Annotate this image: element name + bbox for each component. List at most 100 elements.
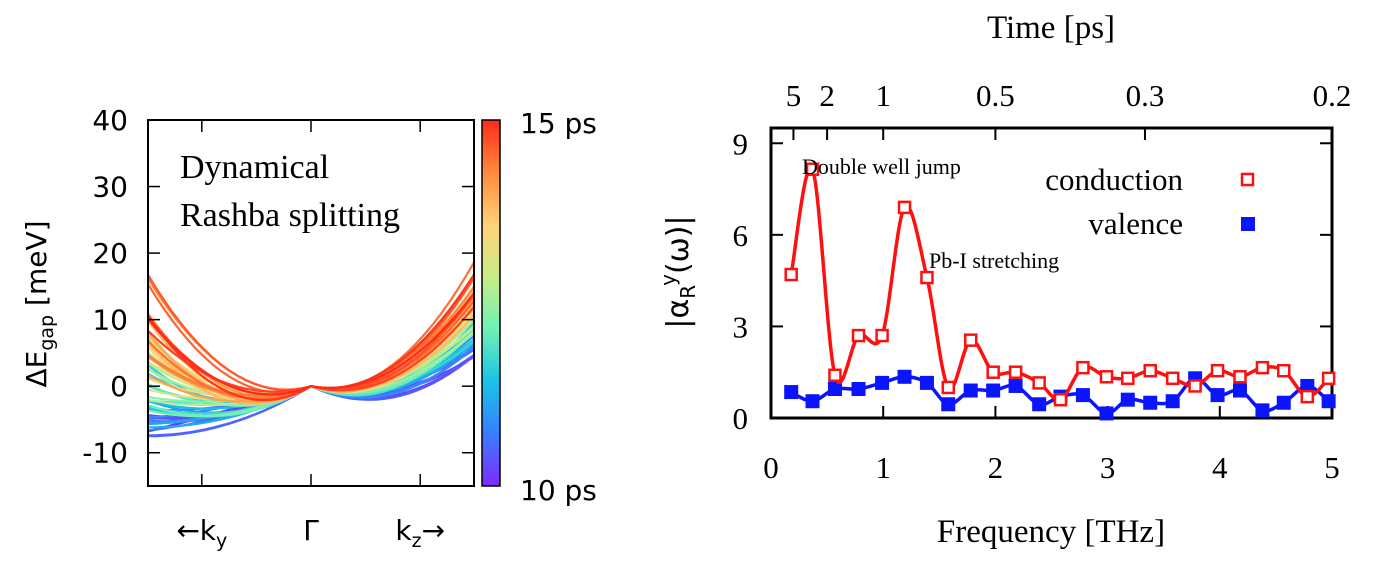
conduction-point — [1076, 360, 1090, 375]
right-y-axis-label: |αRy(ω)| — [656, 215, 700, 328]
conduction-point — [851, 328, 866, 343]
legend-marker-valence — [1241, 217, 1255, 231]
left-y-tick-label: 0 — [110, 370, 128, 403]
conduction-point — [986, 365, 1000, 379]
valence-point — [919, 375, 934, 390]
valence-point — [875, 375, 890, 390]
valence-point — [963, 383, 978, 398]
legend-marker-conduction — [1240, 172, 1255, 187]
x-tick-label: 4 — [1212, 450, 1228, 485]
left-y-tick-label: 30 — [92, 171, 128, 204]
left-y-ticks: -10 0 10 20 30 40 — [82, 104, 474, 470]
y-tick-label: 3 — [733, 309, 749, 344]
conduction-point — [1210, 363, 1225, 378]
conduction-point — [1165, 371, 1180, 386]
right-plot-frame — [769, 126, 1334, 420]
legend-label-valence: valence — [1088, 206, 1183, 241]
conduction-point — [941, 380, 956, 395]
colorbar-label-top: 15 ps — [520, 107, 597, 140]
left-y-tick-label: 10 — [92, 304, 128, 337]
conduction-point — [1233, 370, 1247, 384]
annotation-pb-i: Pb-I stretching — [929, 248, 1059, 273]
valence-point — [1008, 378, 1023, 393]
top-tick-label: 0.5 — [976, 78, 1015, 113]
conduction-point — [784, 267, 798, 282]
colorbar-label-bottom: 10 ps — [520, 474, 597, 507]
left-x-tick-label: kz→ — [395, 514, 445, 552]
x-tick-label: 0 — [763, 450, 779, 485]
band-curves — [147, 261, 475, 438]
conduction-point — [1255, 360, 1270, 375]
top-tick-label: 5 — [786, 78, 802, 113]
valence-point — [827, 382, 842, 396]
valence-point — [1300, 378, 1315, 393]
x-tick-label: 2 — [988, 450, 1004, 485]
left-x-tick-label: ←ky — [176, 514, 227, 552]
conduction-line — [789, 165, 1330, 402]
legend-label-conduction: conduction — [1045, 162, 1183, 197]
conduction-point — [1008, 365, 1023, 379]
y-tick-label: 0 — [733, 401, 749, 436]
left-y-axis-label: ΔEgap [meV] — [20, 220, 58, 387]
right-series — [784, 162, 1336, 421]
conduction-point — [1300, 389, 1315, 404]
valence-point — [986, 383, 1001, 398]
top-tick-label: 0.2 — [1313, 78, 1352, 113]
valence-point — [1232, 383, 1247, 398]
annotation-double-well: Double well jump — [802, 154, 961, 179]
conduction-point — [963, 333, 978, 347]
valence-point — [784, 385, 799, 400]
left-title-line-2: Rashba splitting — [180, 197, 400, 234]
conduction-point — [875, 328, 889, 343]
band-curve — [147, 292, 475, 396]
conduction-point — [1188, 379, 1202, 393]
valence-point — [897, 369, 912, 384]
conduction-point — [1053, 392, 1068, 407]
x-tick-label: 5 — [1324, 450, 1340, 485]
left-title-line-1: Dynamical — [180, 149, 329, 186]
valence-point — [1165, 394, 1180, 409]
y-tick-label: 9 — [733, 126, 749, 161]
conduction-point — [1032, 376, 1046, 390]
valence-point — [941, 397, 956, 412]
conduction-point — [828, 368, 842, 383]
conduction-point — [1099, 370, 1114, 384]
y-tick-label: 6 — [733, 218, 749, 253]
top-tick-label: 2 — [819, 78, 835, 113]
conduction-point — [1321, 371, 1336, 386]
conduction-point — [1277, 363, 1291, 378]
top-tick-label: 0.3 — [1126, 78, 1165, 113]
colorbar — [481, 119, 501, 487]
left-y-tick-label: -10 — [82, 437, 128, 470]
valence-point — [1210, 388, 1225, 403]
left-y-tick-label: 40 — [92, 104, 128, 137]
left-x-tick-label: Γ — [303, 514, 319, 547]
valence-point — [1276, 395, 1291, 410]
top-axis-title: Time [ps] — [987, 10, 1115, 46]
valence-point — [1032, 397, 1047, 412]
valence-point — [1075, 388, 1090, 403]
x-axis-title: Frequency [THz] — [937, 514, 1165, 550]
valence-point — [851, 382, 866, 396]
legend: conduction valence — [1045, 162, 1255, 241]
top-tick-label: 1 — [875, 78, 891, 113]
conduction-point — [920, 270, 934, 285]
valence-point — [1120, 392, 1135, 407]
conduction-point — [1143, 363, 1157, 378]
x-tick-label: 3 — [1100, 450, 1116, 485]
valence-point — [1255, 403, 1270, 418]
valence-point — [1099, 406, 1114, 421]
valence-point — [1321, 394, 1336, 409]
valence-point — [1143, 395, 1158, 410]
valence-point — [805, 394, 820, 409]
left-y-tick-label: 20 — [92, 237, 128, 270]
conduction-point — [897, 200, 912, 215]
x-tick-label: 1 — [875, 450, 891, 485]
conduction-point — [805, 162, 820, 176]
conduction-point — [1121, 371, 1135, 386]
